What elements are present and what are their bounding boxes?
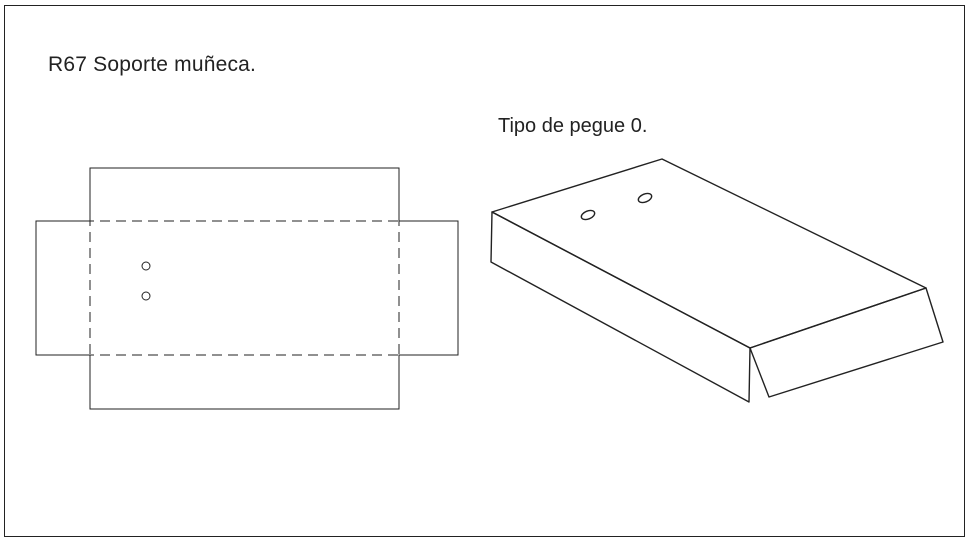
- hole-1: [141, 261, 151, 271]
- box-right-face: [749, 287, 944, 398]
- glue-type-label: Tipo de pegue 0.: [498, 115, 648, 137]
- template-outline: [35, 167, 459, 410]
- fold-lines: [36, 168, 458, 409]
- box-top-face: [491, 158, 927, 349]
- diagram-title: R67 Soporte muñeca.: [48, 53, 257, 76]
- box-hole-1: [580, 209, 596, 221]
- diagram-frame: [4, 5, 965, 537]
- assembled-box-3d: [490, 158, 944, 403]
- box-left-face: [490, 211, 751, 403]
- box-hole-2: [637, 192, 653, 204]
- hole-2: [141, 291, 151, 301]
- flat-template: [35, 167, 459, 410]
